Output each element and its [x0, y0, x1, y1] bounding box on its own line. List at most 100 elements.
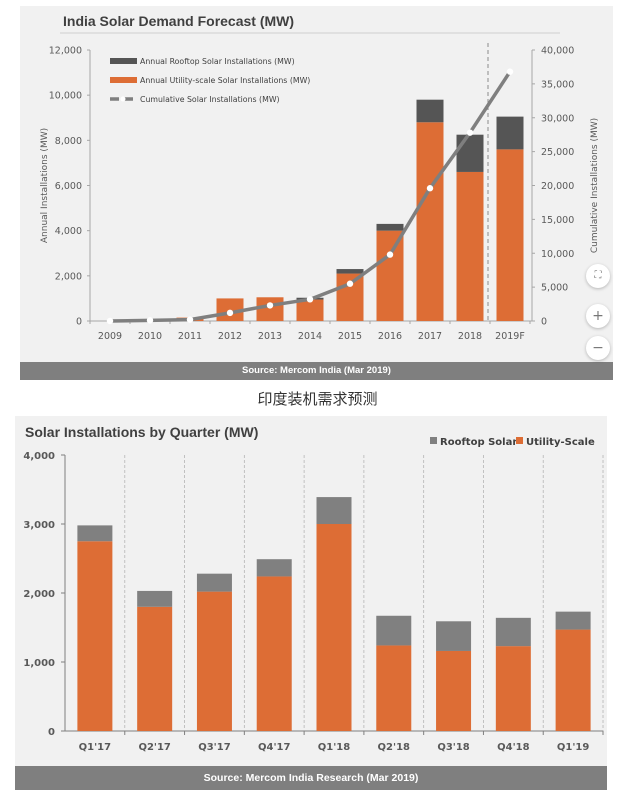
- chart-title: India Solar Demand Forecast (MW): [63, 13, 294, 29]
- y-tick-label: 10,000: [49, 91, 82, 102]
- y2-tick-label: 15,000: [541, 215, 574, 226]
- cumulative-point: [386, 251, 394, 258]
- bar-rooftop: [416, 99, 444, 123]
- y2-tick-label: 25,000: [541, 147, 574, 158]
- x-tick-label: 2018: [458, 331, 482, 342]
- zoom-out-button[interactable]: −: [586, 336, 610, 360]
- zoom-in-button[interactable]: +: [586, 304, 610, 328]
- y-tick-label: 2,000: [55, 271, 82, 282]
- y2-tick-label: 30,000: [541, 113, 574, 124]
- bar-utility: [77, 541, 113, 731]
- bar-utility: [436, 650, 472, 731]
- legend-swatch-rooftop: [110, 58, 137, 64]
- x-tick-label: Q4'17: [258, 742, 290, 753]
- y-tick-label: 12,000: [49, 46, 82, 57]
- y-tick-label: 3,000: [23, 520, 55, 531]
- x-tick-label: Q1'18: [318, 742, 350, 753]
- bar-utility: [376, 230, 404, 321]
- source-note-quarterly: Source: Mercom India Research (Mar 2019): [15, 766, 607, 790]
- legend-swatch-utility: [516, 437, 523, 444]
- legend-label-utility: Utility-Scale: [526, 437, 595, 448]
- fit-view-icon[interactable]: ⛶: [586, 264, 610, 288]
- x-tick-label: 2010: [138, 331, 162, 342]
- bar-utility: [456, 171, 484, 321]
- y2-tick-label: 20,000: [541, 181, 574, 192]
- chart-title: Solar Installations by Quarter (MW): [25, 424, 258, 440]
- y-tick-label: 1,000: [23, 658, 55, 669]
- y-tick-label: 0: [48, 727, 55, 738]
- bar-rooftop: [336, 269, 364, 274]
- bar-utility: [316, 524, 352, 731]
- legend-label-cumulative: Cumulative Solar Installations (MW): [140, 95, 280, 104]
- bar-utility: [256, 576, 292, 731]
- x-tick-label: Q1'17: [79, 742, 111, 753]
- x-tick-label: 2019F: [495, 331, 525, 342]
- x-tick-label: 2011: [178, 331, 202, 342]
- x-tick-label: Q2'17: [138, 742, 170, 753]
- legend-label-rooftop: Rooftop Solar: [440, 437, 517, 448]
- y2-axis-title: Cumulative Installations (MW): [590, 118, 600, 253]
- x-tick-label: 2014: [298, 331, 322, 342]
- bar-rooftop: [137, 590, 173, 607]
- x-tick-label: 2012: [218, 331, 242, 342]
- y2-tick-label: 40,000: [541, 46, 574, 57]
- x-tick-label: 2016: [378, 331, 402, 342]
- y-tick-label: 0: [76, 317, 82, 328]
- y2-tick-label: 5,000: [541, 283, 568, 294]
- cumulative-point: [466, 129, 474, 136]
- x-tick-label: 2017: [418, 331, 442, 342]
- bar-rooftop: [256, 559, 292, 577]
- y-tick-label: 8,000: [55, 136, 82, 147]
- x-tick-label: Q3'17: [198, 742, 230, 753]
- y2-tick-label: 35,000: [541, 79, 574, 90]
- bar-rooftop: [436, 621, 472, 651]
- bar-rooftop: [555, 611, 591, 630]
- cumulative-point: [186, 316, 194, 323]
- bar-rooftop: [196, 573, 232, 592]
- bar-utility: [137, 606, 173, 731]
- x-tick-label: 2013: [258, 331, 282, 342]
- y2-tick-label: 0: [541, 317, 547, 328]
- legend-label-rooftop: Annual Rooftop Solar Installations (MW): [140, 57, 295, 66]
- cumulative-point: [346, 280, 354, 287]
- cumulative-point: [106, 317, 114, 325]
- y-tick-label: 2,000: [23, 589, 55, 600]
- bar-utility: [495, 646, 531, 731]
- bar-rooftop: [456, 134, 484, 172]
- x-tick-label: Q3'18: [437, 742, 469, 753]
- image-caption: 印度装机需求预测: [257, 390, 378, 408]
- bar-rooftop: [495, 617, 531, 647]
- legend-marker-cumulative: [120, 96, 126, 102]
- cumulative-point: [306, 296, 314, 303]
- bar-utility: [416, 122, 444, 322]
- x-tick-label: 2015: [338, 331, 362, 342]
- y-axis-title: Annual Installations (MW): [40, 128, 50, 243]
- x-tick-label: Q4'18: [497, 742, 529, 753]
- bar-utility: [296, 299, 324, 321]
- x-tick-label: Q1'19: [557, 742, 589, 753]
- bar-rooftop: [496, 116, 524, 150]
- bar-utility: [376, 645, 412, 731]
- bar-rooftop: [376, 615, 412, 646]
- y2-tick-label: 10,000: [541, 249, 574, 260]
- bar-utility: [196, 591, 232, 731]
- bar-utility: [496, 149, 524, 321]
- legend-swatch-rooftop: [430, 437, 437, 444]
- bar-rooftop: [316, 497, 352, 524]
- bar-utility: [555, 629, 591, 731]
- y-tick-label: 6,000: [55, 181, 82, 192]
- cumulative-point: [226, 309, 234, 317]
- x-tick-label: 2009: [98, 331, 122, 342]
- cumulative-point: [506, 68, 514, 75]
- bar-rooftop: [77, 525, 113, 542]
- annual-forecast-chart: India Solar Demand Forecast (MW) 0 2,000 4,…: [40, 13, 600, 342]
- bar-rooftop: [376, 223, 404, 231]
- legend-swatch-utility: [110, 77, 137, 83]
- y-tick-label: 4,000: [23, 451, 55, 462]
- source-note-annual: Source: Mercom India (Mar 2019): [20, 362, 613, 380]
- cumulative-point: [266, 302, 274, 309]
- y-tick-label: 4,000: [55, 226, 82, 237]
- x-tick-label: Q2'18: [378, 742, 410, 753]
- cumulative-point: [426, 185, 434, 192]
